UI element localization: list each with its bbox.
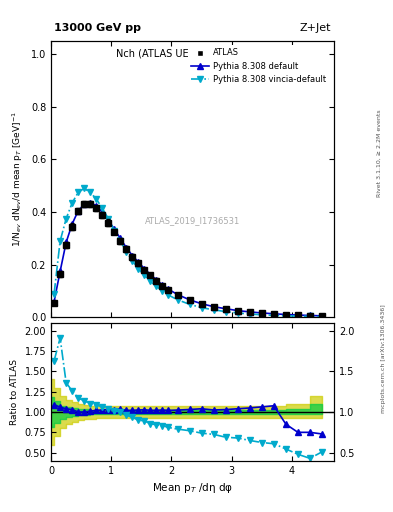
Pythia 8.308 default xyxy=(64,239,68,245)
Pythia 8.308 default xyxy=(259,310,264,316)
Pythia 8.308 vincia-default xyxy=(223,309,228,315)
Line: Pythia 8.308 vincia-default: Pythia 8.308 vincia-default xyxy=(51,186,325,319)
Pythia 8.308 default xyxy=(58,268,62,274)
Pythia 8.308 default xyxy=(94,202,99,208)
Pythia 8.308 default xyxy=(100,209,105,215)
Pythia 8.308 default xyxy=(112,226,117,232)
Legend: ATLAS, Pythia 8.308 default, Pythia 8.308 vincia-default: ATLAS, Pythia 8.308 default, Pythia 8.30… xyxy=(187,45,330,87)
Text: Rivet 3.1.10, ≥ 2.2M events: Rivet 3.1.10, ≥ 2.2M events xyxy=(377,110,382,198)
Pythia 8.308 default xyxy=(148,271,153,278)
Pythia 8.308 default xyxy=(175,291,180,297)
Pythia 8.308 vincia-default xyxy=(70,200,75,206)
Pythia 8.308 default xyxy=(272,311,276,317)
Pythia 8.308 default xyxy=(166,286,171,292)
Pythia 8.308 default xyxy=(223,306,228,312)
Pythia 8.308 vincia-default xyxy=(58,238,62,244)
Pythia 8.308 vincia-default xyxy=(106,216,111,222)
Pythia 8.308 default xyxy=(88,200,93,206)
Pythia 8.308 vincia-default xyxy=(64,216,68,222)
Pythia 8.308 default xyxy=(76,208,81,214)
Pythia 8.308 default xyxy=(308,312,312,318)
X-axis label: Mean p$_T$ /dη dφ: Mean p$_T$ /dη dφ xyxy=(152,481,233,495)
Pythia 8.308 vincia-default xyxy=(94,196,99,202)
Pythia 8.308 vincia-default xyxy=(272,312,276,318)
Pythia 8.308 vincia-default xyxy=(283,313,288,319)
Pythia 8.308 vincia-default xyxy=(124,248,129,254)
Pythia 8.308 default xyxy=(248,309,252,315)
Text: 13000 GeV pp: 13000 GeV pp xyxy=(54,23,141,33)
Pythia 8.308 vincia-default xyxy=(154,283,159,289)
Text: mcplots.cern.ch [arXiv:1306.3436]: mcplots.cern.ch [arXiv:1306.3436] xyxy=(381,304,386,413)
Pythia 8.308 vincia-default xyxy=(308,313,312,319)
Pythia 8.308 vincia-default xyxy=(320,313,324,319)
Pythia 8.308 vincia-default xyxy=(248,311,252,317)
Text: Z+Jet: Z+Jet xyxy=(300,23,331,33)
Pythia 8.308 vincia-default xyxy=(187,301,192,307)
Pythia 8.308 default xyxy=(320,313,324,319)
Pythia 8.308 default xyxy=(187,297,192,303)
Pythia 8.308 vincia-default xyxy=(88,189,93,196)
Pythia 8.308 default xyxy=(283,311,288,317)
Pythia 8.308 vincia-default xyxy=(118,238,123,244)
Pythia 8.308 vincia-default xyxy=(136,266,141,272)
Pythia 8.308 default xyxy=(154,276,159,283)
Pythia 8.308 default xyxy=(130,252,135,259)
Pythia 8.308 vincia-default xyxy=(160,288,165,294)
Pythia 8.308 default xyxy=(124,245,129,251)
Pythia 8.308 default xyxy=(70,221,75,227)
Pythia 8.308 vincia-default xyxy=(142,272,147,279)
Pythia 8.308 default xyxy=(211,304,216,310)
Pythia 8.308 default xyxy=(82,201,86,207)
Pythia 8.308 vincia-default xyxy=(82,185,86,191)
Pythia 8.308 vincia-default xyxy=(199,305,204,311)
Pythia 8.308 vincia-default xyxy=(148,279,153,285)
Y-axis label: 1/N$_{ev}$ dN$_{ev}$/d mean p$_T$ [GeV]$^{-1}$: 1/N$_{ev}$ dN$_{ev}$/d mean p$_T$ [GeV]$… xyxy=(11,111,25,247)
Pythia 8.308 vincia-default xyxy=(52,291,57,297)
Pythia 8.308 default xyxy=(160,282,165,288)
Pythia 8.308 vincia-default xyxy=(175,297,180,303)
Y-axis label: Ratio to ATLAS: Ratio to ATLAS xyxy=(10,359,19,424)
Pythia 8.308 vincia-default xyxy=(296,313,300,319)
Pythia 8.308 vincia-default xyxy=(112,227,117,233)
Pythia 8.308 vincia-default xyxy=(235,310,240,316)
Line: Pythia 8.308 default: Pythia 8.308 default xyxy=(51,200,325,318)
Pythia 8.308 vincia-default xyxy=(259,312,264,318)
Pythia 8.308 default xyxy=(142,266,147,272)
Pythia 8.308 vincia-default xyxy=(130,258,135,264)
Text: Nch (ATLAS UE in Z production): Nch (ATLAS UE in Z production) xyxy=(116,49,270,59)
Pythia 8.308 vincia-default xyxy=(166,292,171,298)
Pythia 8.308 vincia-default xyxy=(100,205,105,211)
Pythia 8.308 default xyxy=(106,217,111,223)
Text: ATLAS_2019_I1736531: ATLAS_2019_I1736531 xyxy=(145,216,240,225)
Pythia 8.308 default xyxy=(235,308,240,314)
Pythia 8.308 default xyxy=(118,236,123,242)
Pythia 8.308 default xyxy=(296,312,300,318)
Pythia 8.308 default xyxy=(199,301,204,307)
Pythia 8.308 default xyxy=(136,259,141,265)
Pythia 8.308 vincia-default xyxy=(211,307,216,313)
Pythia 8.308 default xyxy=(52,298,57,305)
Pythia 8.308 vincia-default xyxy=(76,189,81,196)
